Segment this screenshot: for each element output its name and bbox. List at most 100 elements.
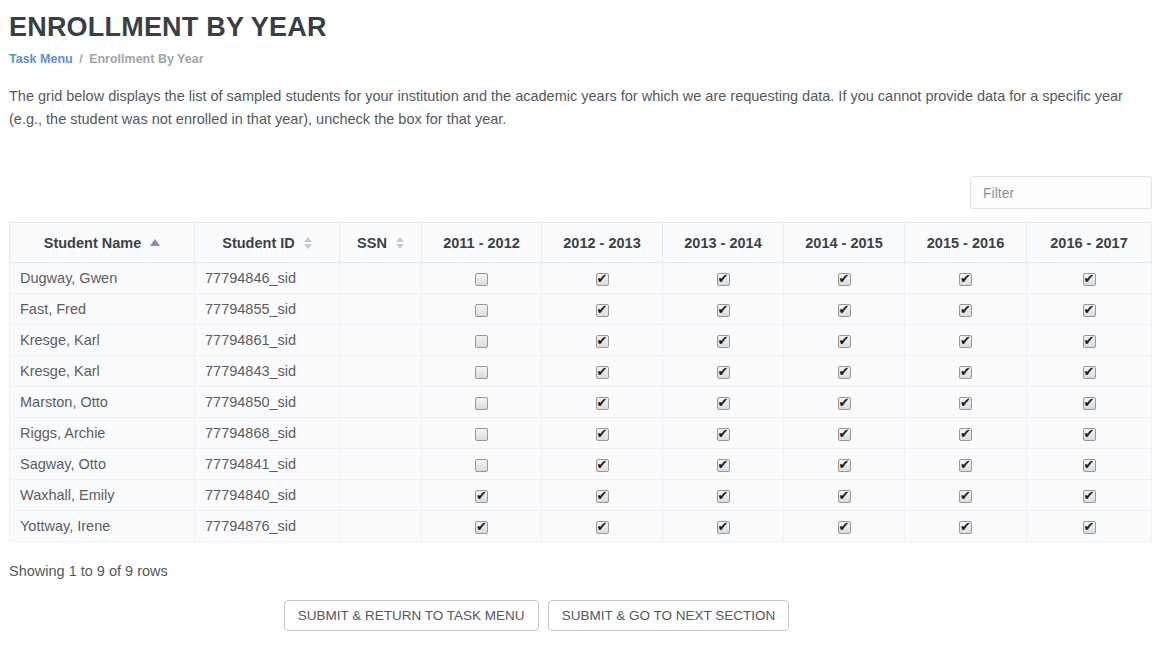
year-checkbox[interactable] bbox=[596, 397, 609, 410]
breadcrumb-separator: / bbox=[79, 52, 82, 66]
year-checkbox[interactable] bbox=[596, 273, 609, 286]
year-checkbox[interactable] bbox=[717, 397, 730, 410]
year-cell bbox=[422, 387, 542, 418]
year-checkbox[interactable] bbox=[475, 490, 488, 503]
table-toolbar bbox=[9, 176, 1152, 209]
year-cell bbox=[1027, 263, 1152, 294]
year-cell bbox=[422, 325, 542, 356]
year-checkbox[interactable] bbox=[959, 428, 972, 441]
year-checkbox[interactable] bbox=[717, 335, 730, 348]
sort-both-icon bbox=[304, 237, 312, 249]
year-cell bbox=[905, 325, 1027, 356]
page-description: The grid below displays the list of samp… bbox=[9, 85, 1152, 130]
year-cell bbox=[784, 263, 905, 294]
year-checkbox[interactable] bbox=[596, 459, 609, 472]
breadcrumb-task-menu-link[interactable]: Task Menu bbox=[9, 52, 73, 66]
year-checkbox[interactable] bbox=[1083, 397, 1096, 410]
year-cell bbox=[905, 449, 1027, 480]
year-cell bbox=[422, 449, 542, 480]
year-checkbox[interactable] bbox=[475, 273, 488, 286]
year-checkbox[interactable] bbox=[959, 490, 972, 503]
column-header-student-id[interactable]: Student ID bbox=[195, 223, 340, 263]
student-id-cell: 77794846_sid bbox=[195, 263, 340, 294]
year-checkbox[interactable] bbox=[1083, 428, 1096, 441]
year-checkbox[interactable] bbox=[838, 428, 851, 441]
year-checkbox[interactable] bbox=[959, 273, 972, 286]
year-cell bbox=[905, 294, 1027, 325]
table-row: Kresge, Karl77794861_sid bbox=[10, 325, 1152, 356]
year-cell bbox=[784, 449, 905, 480]
year-cell bbox=[663, 294, 784, 325]
year-checkbox[interactable] bbox=[838, 366, 851, 379]
year-checkbox[interactable] bbox=[1083, 304, 1096, 317]
year-checkbox[interactable] bbox=[838, 397, 851, 410]
year-checkbox[interactable] bbox=[1083, 459, 1096, 472]
year-checkbox[interactable] bbox=[717, 304, 730, 317]
student-name-cell: Riggs, Archie bbox=[10, 418, 195, 449]
year-checkbox[interactable] bbox=[717, 273, 730, 286]
year-cell bbox=[784, 418, 905, 449]
year-checkbox[interactable] bbox=[596, 428, 609, 441]
year-checkbox[interactable] bbox=[475, 428, 488, 441]
column-header-2015-2016: 2015 - 2016 bbox=[905, 223, 1027, 263]
year-checkbox[interactable] bbox=[838, 521, 851, 534]
year-checkbox[interactable] bbox=[959, 521, 972, 534]
year-cell bbox=[542, 387, 663, 418]
column-header-student-name[interactable]: Student Name bbox=[10, 223, 195, 263]
year-checkbox[interactable] bbox=[475, 521, 488, 534]
year-checkbox[interactable] bbox=[717, 366, 730, 379]
year-cell bbox=[663, 480, 784, 511]
year-checkbox[interactable] bbox=[717, 428, 730, 441]
year-checkbox[interactable] bbox=[959, 397, 972, 410]
table-row: Kresge, Karl77794843_sid bbox=[10, 356, 1152, 387]
year-checkbox[interactable] bbox=[596, 366, 609, 379]
year-checkbox[interactable] bbox=[475, 397, 488, 410]
year-checkbox[interactable] bbox=[838, 490, 851, 503]
year-checkbox[interactable] bbox=[596, 490, 609, 503]
year-checkbox[interactable] bbox=[1083, 273, 1096, 286]
year-checkbox[interactable] bbox=[596, 304, 609, 317]
year-checkbox[interactable] bbox=[1083, 335, 1096, 348]
year-checkbox[interactable] bbox=[959, 304, 972, 317]
submit-return-button[interactable]: SUBMIT & RETURN TO TASK MENU bbox=[284, 600, 539, 631]
year-checkbox[interactable] bbox=[717, 459, 730, 472]
year-checkbox[interactable] bbox=[838, 459, 851, 472]
year-cell bbox=[784, 294, 905, 325]
column-label: Student Name bbox=[44, 235, 142, 251]
year-checkbox[interactable] bbox=[959, 366, 972, 379]
year-checkbox[interactable] bbox=[717, 521, 730, 534]
table-row: Dugway, Gwen77794846_sid bbox=[10, 263, 1152, 294]
year-checkbox[interactable] bbox=[475, 335, 488, 348]
student-id-cell: 77794841_sid bbox=[195, 449, 340, 480]
column-header-2016-2017: 2016 - 2017 bbox=[1027, 223, 1152, 263]
year-checkbox[interactable] bbox=[475, 304, 488, 317]
column-label: Student ID bbox=[222, 235, 295, 251]
ssn-cell bbox=[340, 356, 422, 387]
year-checkbox[interactable] bbox=[596, 335, 609, 348]
year-checkbox[interactable] bbox=[959, 335, 972, 348]
year-checkbox[interactable] bbox=[1083, 366, 1096, 379]
student-name-cell: Fast, Fred bbox=[10, 294, 195, 325]
year-cell bbox=[542, 325, 663, 356]
submit-next-button[interactable]: SUBMIT & GO TO NEXT SECTION bbox=[548, 600, 790, 631]
year-checkbox[interactable] bbox=[838, 304, 851, 317]
year-checkbox[interactable] bbox=[1083, 490, 1096, 503]
year-checkbox[interactable] bbox=[959, 459, 972, 472]
year-checkbox[interactable] bbox=[475, 459, 488, 472]
year-cell bbox=[784, 480, 905, 511]
year-checkbox[interactable] bbox=[717, 490, 730, 503]
year-checkbox[interactable] bbox=[838, 273, 851, 286]
year-cell bbox=[905, 356, 1027, 387]
filter-input[interactable] bbox=[970, 176, 1152, 209]
table-row: Yottway, Irene77794876_sid bbox=[10, 511, 1152, 542]
year-checkbox[interactable] bbox=[1083, 521, 1096, 534]
student-id-cell: 77794850_sid bbox=[195, 387, 340, 418]
student-name-cell: Dugway, Gwen bbox=[10, 263, 195, 294]
year-checkbox[interactable] bbox=[596, 521, 609, 534]
year-checkbox[interactable] bbox=[475, 366, 488, 379]
year-cell bbox=[905, 480, 1027, 511]
year-cell bbox=[784, 325, 905, 356]
year-cell bbox=[663, 511, 784, 542]
year-checkbox[interactable] bbox=[838, 335, 851, 348]
column-header-ssn[interactable]: SSN bbox=[340, 223, 422, 263]
